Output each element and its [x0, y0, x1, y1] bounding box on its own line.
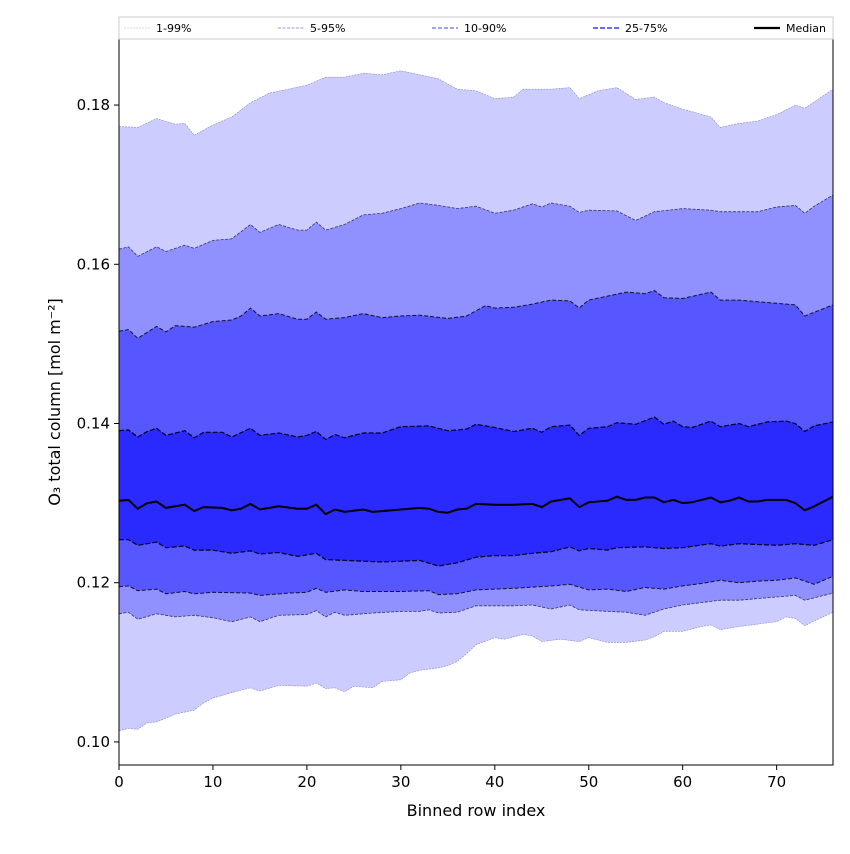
x-axis: 0 10 20 30 40 50 60 70: [114, 765, 786, 791]
line-p90: [118, 290, 834, 339]
y-axis-label: O₃ total column [mol m⁻²]: [45, 298, 64, 506]
line-p25: [119, 539, 834, 567]
x-tick-label: 0: [114, 773, 124, 791]
legend-label: 1-99%: [156, 22, 191, 35]
legend: 1-99% 5-95% 10-90% 25-75% Median: [118, 16, 834, 40]
x-tick-label: 20: [297, 773, 316, 791]
line-p5: [118, 592, 834, 623]
legend-box: [118, 16, 834, 40]
y-axis: 0.10 0.12 0.14 0.16 0.18: [77, 96, 119, 751]
legend-label: Median: [786, 22, 826, 35]
y-tick-label: 0.14: [77, 414, 110, 432]
boundary-lines: [118, 70, 834, 732]
x-tick-label: 50: [579, 773, 598, 791]
y-tick-label: 0.18: [77, 96, 110, 114]
x-tick-label: 70: [767, 773, 786, 791]
x-tick-label: 40: [485, 773, 504, 791]
legend-label: 25-75%: [625, 22, 667, 35]
y-tick-label: 0.12: [77, 574, 110, 592]
bands: [119, 70, 833, 731]
band-25-75: [119, 417, 833, 566]
legend-label: 10-90%: [464, 22, 506, 35]
line-median: [118, 495, 834, 516]
line-p95: [118, 194, 834, 257]
x-tick-label: 60: [673, 773, 692, 791]
line-p10: [118, 575, 834, 596]
line-p1: [118, 611, 834, 732]
y-tick-label: 0.16: [77, 255, 110, 273]
legend-label: 5-95%: [310, 22, 345, 35]
x-axis-label: Binned row index: [407, 801, 546, 820]
x-tick-label: 30: [391, 773, 410, 791]
line-p75: [118, 416, 834, 441]
y-tick-label: 0.10: [77, 733, 110, 751]
line-p99: [118, 70, 834, 136]
x-tick-label: 10: [203, 773, 222, 791]
